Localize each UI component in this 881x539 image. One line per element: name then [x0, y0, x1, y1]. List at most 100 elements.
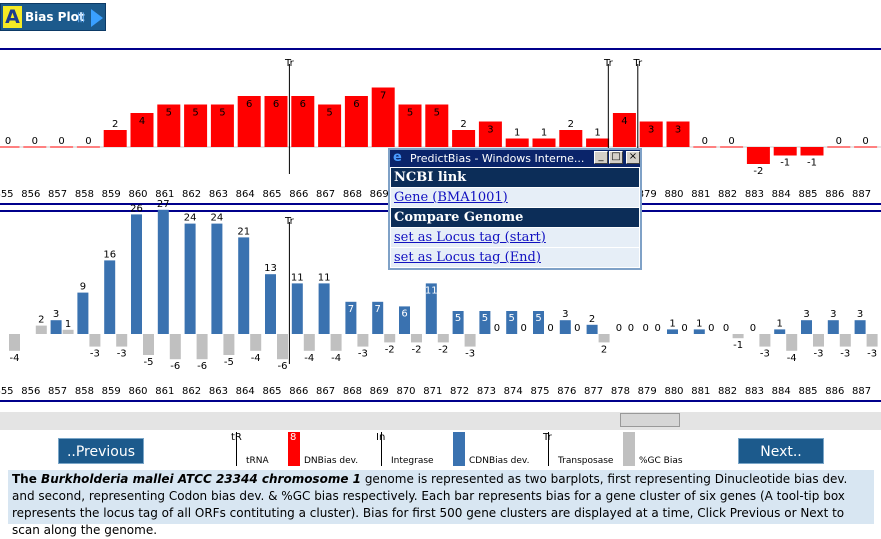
- codon-bias-value-label: 0: [750, 323, 756, 334]
- bottom-x-tick-label: 864: [236, 386, 255, 397]
- codon-bias-bar: [425, 283, 437, 334]
- bottom-x-tick-label: 856: [21, 386, 40, 397]
- gc-bias-value-label: -3: [760, 349, 770, 360]
- codon-bias-value-label: 3: [562, 309, 568, 320]
- codon-bias-value-label: 24: [184, 213, 197, 224]
- gc-bias-value-label: -4: [251, 353, 261, 364]
- dn-bias-value-label: 4: [621, 116, 627, 127]
- maximize-button[interactable]: □: [609, 151, 623, 164]
- dn-bias-bar: [800, 147, 824, 156]
- scrollbar-thumb[interactable]: [620, 413, 680, 427]
- codon-bias-value-label: 1: [669, 318, 675, 329]
- logo-bars: |||: [77, 12, 85, 23]
- codon-bias-value-label: 5: [509, 313, 515, 324]
- gc-bias-value-label: -3: [840, 349, 850, 360]
- dn-bias-bar: [264, 96, 288, 147]
- predictbias-popup-window[interactable]: e PredictBias - Windows Interne... _ □ ×…: [388, 148, 642, 270]
- gc-bias-value-label: -6: [197, 361, 207, 372]
- dn-bias-bar: [586, 138, 610, 147]
- bottom-x-tick-label: 858: [75, 386, 94, 397]
- gc-bias-value-label: -4: [304, 353, 314, 364]
- dn-bias-bar: [612, 113, 636, 147]
- gc-bias-bar: [437, 334, 449, 343]
- top-x-tick-label: 867: [316, 189, 335, 200]
- dn-bias-bar: [452, 130, 476, 147]
- gc-bias-value-label: 0: [681, 323, 687, 334]
- codon-bias-bar: [238, 237, 250, 334]
- dn-bias-bar: [291, 96, 315, 147]
- gene-link[interactable]: Gene (BMA1001): [391, 188, 639, 207]
- bottom-x-tick-label: 867: [316, 386, 335, 397]
- bottom-x-tick-label: 883: [745, 386, 764, 397]
- codon-bias-bar: [50, 320, 62, 334]
- gc-bias-value-label: -5: [224, 357, 234, 368]
- dn-bias-value-label: 2: [568, 119, 574, 130]
- codon-bias-bar: [854, 320, 866, 334]
- bottom-x-tick-label: 871: [423, 386, 442, 397]
- set-locus-end-link[interactable]: set as Locus tag (End): [391, 248, 639, 267]
- codon-bias-value-label: 11: [318, 272, 331, 283]
- legend-symbol: tR: [231, 432, 242, 466]
- legend-label: CDNBias dev.: [469, 456, 530, 466]
- gc-bias-value-label: -3: [465, 349, 475, 360]
- legend-label: Transposase: [558, 456, 614, 466]
- codon-bias-value-label: 21: [237, 226, 250, 237]
- codon-bias-value-label: 3: [857, 309, 863, 320]
- dn-bias-bar: [773, 147, 797, 156]
- dn-bias-value-label: 5: [407, 108, 413, 119]
- top-x-tick-label: 865: [262, 189, 281, 200]
- bottom-x-tick-label: 873: [477, 386, 496, 397]
- gc-bias-bar: [464, 334, 476, 347]
- gc-bias-value-label: -2: [438, 344, 448, 355]
- codon-bias-bar: [533, 311, 544, 334]
- bottom-x-tick-label: 880: [664, 386, 683, 397]
- gc-bias-value-label: 2: [601, 344, 607, 355]
- gc-bias-value-label: 1: [65, 319, 71, 330]
- dn-bias-bar: [746, 147, 770, 164]
- close-button[interactable]: ×: [626, 151, 640, 164]
- gc-bias-bar: [839, 334, 851, 347]
- bottom-x-tick-label: 886: [825, 386, 844, 397]
- compare-genome-header: Compare Genome: [391, 208, 639, 227]
- dn-bias-bar: [184, 104, 208, 147]
- dn-bias-bar: [210, 104, 234, 147]
- gc-bias-value-label: -6: [278, 361, 288, 372]
- top-x-tick-label: 861: [155, 189, 174, 200]
- top-x-tick-label: 866: [289, 189, 308, 200]
- dn-bias-bar: [532, 138, 556, 147]
- codon-bias-bar: [345, 301, 357, 334]
- bottom-x-tick-label: 862: [182, 386, 201, 397]
- gc-bias-value-label: 0: [574, 323, 580, 334]
- play-arrow-icon: [91, 9, 103, 27]
- dn-bias-value-label: 2: [112, 119, 118, 130]
- gc-bias-value-label: -3: [358, 349, 368, 360]
- set-locus-start-link[interactable]: set as Locus tag (start): [391, 228, 639, 247]
- legend-symbol-text: In: [376, 432, 386, 443]
- gc-bias-value-label: -2: [385, 344, 395, 355]
- gc-bias-bar: [866, 334, 878, 347]
- dn-bias-bar: [318, 104, 342, 147]
- dn-bias-value-label: 0: [702, 136, 708, 147]
- legend-symbol: 8: [288, 432, 300, 466]
- gc-bias-value-label: 0: [708, 323, 714, 334]
- popup-titlebar[interactable]: e PredictBias - Windows Interne... _ □ ×: [390, 150, 640, 167]
- top-x-tick-label: 881: [691, 189, 710, 200]
- gc-bias-value-label: 0: [628, 323, 634, 334]
- codon-bias-value-label: 6: [401, 308, 407, 319]
- codon-bias-value-label: 7: [375, 304, 381, 315]
- codon-bias-value-label: 0: [723, 323, 729, 334]
- dn-bias-value-label: 5: [434, 108, 440, 119]
- horizontal-scrollbar[interactable]: [0, 412, 881, 430]
- footer-prefix: The: [12, 472, 42, 486]
- previous-button[interactable]: ..Previous: [58, 438, 144, 464]
- bottom-x-tick-label: 857: [48, 386, 67, 397]
- dn-bias-bar: [130, 113, 154, 147]
- next-button[interactable]: Next..: [738, 438, 824, 464]
- bias-plot-logo[interactable]: A Bias Plot |||: [0, 3, 106, 31]
- header: A Bias Plot |||: [0, 0, 881, 34]
- minimize-button[interactable]: _: [594, 151, 608, 164]
- top-x-tick-label: 885: [798, 189, 817, 200]
- bottom-x-tick-label: 879: [638, 386, 657, 397]
- dn-bias-value-label: 6: [300, 99, 306, 110]
- bottom-x-tick-label: 885: [798, 386, 817, 397]
